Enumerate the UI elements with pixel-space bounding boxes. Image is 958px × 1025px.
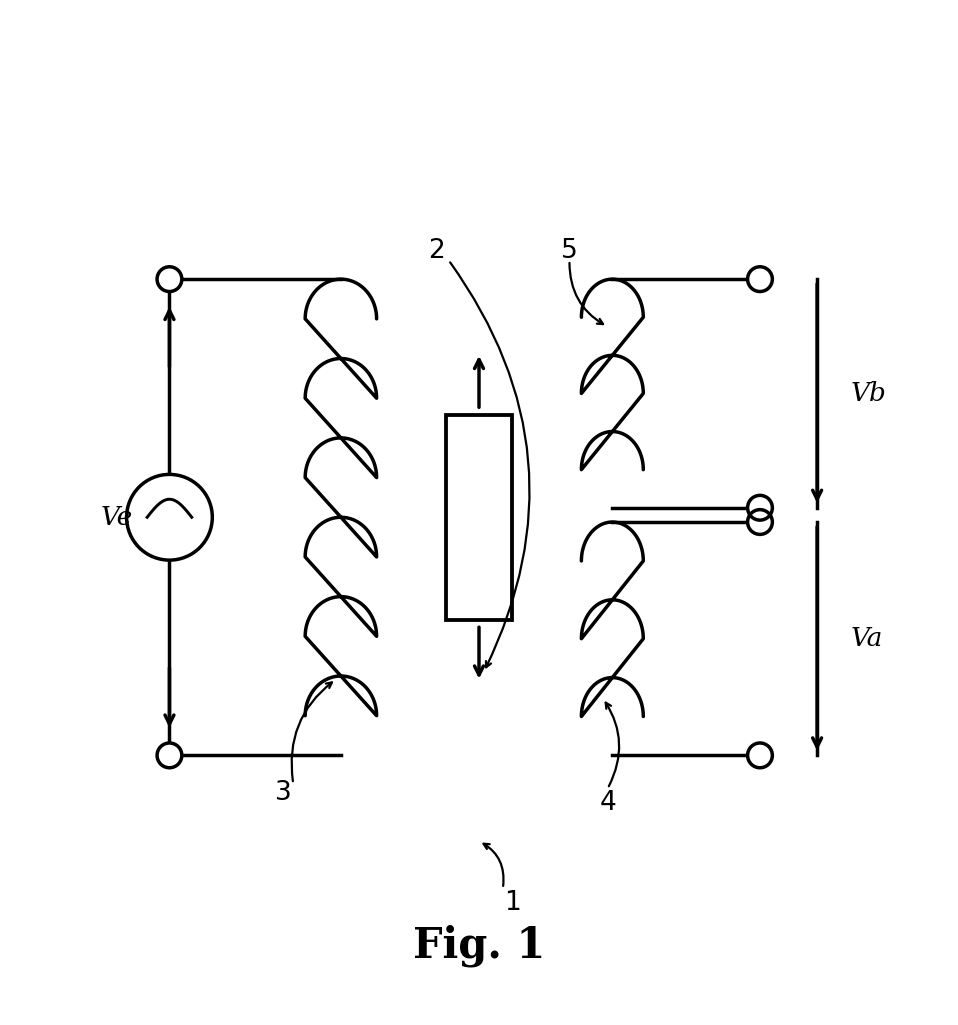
Text: 4: 4 <box>599 790 616 816</box>
Text: 5: 5 <box>561 238 578 263</box>
Text: 2: 2 <box>428 238 445 263</box>
Circle shape <box>747 743 772 768</box>
Circle shape <box>747 509 772 534</box>
Circle shape <box>157 266 182 291</box>
Circle shape <box>747 495 772 520</box>
Text: 1: 1 <box>504 890 521 916</box>
Circle shape <box>157 743 182 768</box>
Text: Va: Va <box>851 626 883 651</box>
Text: Vb: Vb <box>851 381 886 406</box>
Text: 3: 3 <box>275 780 292 807</box>
Text: Ve: Ve <box>101 504 133 530</box>
Circle shape <box>747 266 772 291</box>
Circle shape <box>126 475 213 560</box>
Text: Fig. 1: Fig. 1 <box>413 925 545 968</box>
Bar <box>445 415 513 620</box>
